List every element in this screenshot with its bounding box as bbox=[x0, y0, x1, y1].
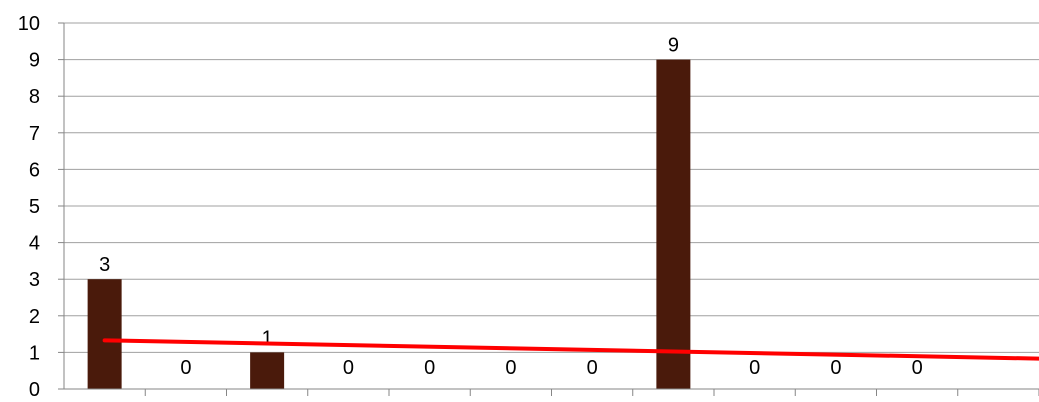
y-tick-label: 4 bbox=[29, 233, 40, 255]
data-label: 0 bbox=[587, 357, 598, 379]
data-label: 0 bbox=[505, 357, 516, 379]
bar bbox=[87, 279, 122, 389]
data-label: 0 bbox=[912, 357, 923, 379]
y-tick-label: 0 bbox=[29, 379, 40, 397]
gridlines bbox=[64, 22, 1039, 353]
y-tick-labels: 0 1 2 3 4 5 6 7 8 9 10 bbox=[18, 13, 40, 401]
data-label: 3 bbox=[99, 254, 110, 276]
y-tick-label: 1 bbox=[29, 342, 40, 364]
y-tick-label: 10 bbox=[18, 13, 40, 35]
bar bbox=[250, 352, 285, 389]
data-label: 9 bbox=[668, 35, 679, 57]
data-label: 0 bbox=[830, 357, 841, 379]
data-labels: 3 0 1 0 0 0 0 9 0 0 0 bbox=[99, 35, 923, 379]
y-tick-label: 5 bbox=[29, 196, 40, 218]
data-label: 1 bbox=[262, 327, 273, 349]
bar bbox=[656, 59, 691, 389]
y-tick-label: 8 bbox=[29, 86, 40, 108]
y-tick-label: 3 bbox=[29, 269, 40, 291]
axes bbox=[58, 22, 1039, 396]
y-tick-label: 2 bbox=[29, 306, 40, 328]
data-label: 0 bbox=[424, 357, 435, 379]
y-tick-label: 6 bbox=[29, 159, 40, 181]
data-label: 0 bbox=[180, 357, 191, 379]
trendline-line bbox=[102, 338, 1039, 361]
y-tick-label: 7 bbox=[29, 123, 40, 145]
y-tick-label: 9 bbox=[29, 50, 40, 72]
data-label: 0 bbox=[749, 357, 760, 379]
data-label: 0 bbox=[343, 357, 354, 379]
trendline bbox=[102, 338, 1039, 361]
bars bbox=[87, 59, 691, 389]
